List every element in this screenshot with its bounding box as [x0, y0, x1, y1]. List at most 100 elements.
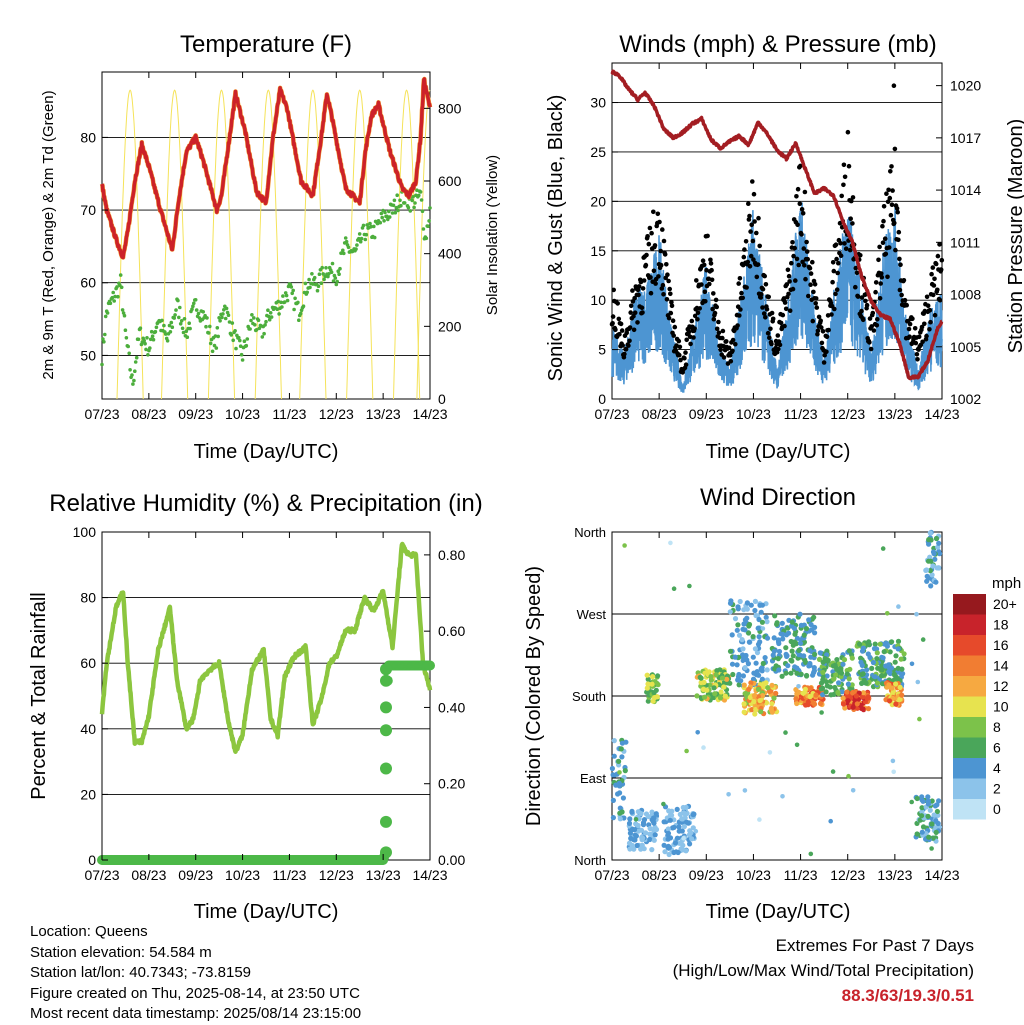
- dewpoint-point: [420, 209, 425, 213]
- gust-point: [869, 324, 874, 329]
- direction-point: [807, 660, 813, 667]
- direction-point: [897, 684, 903, 691]
- dewpoint-point: [402, 201, 407, 205]
- dewpoint-point: [103, 314, 108, 319]
- direction-point: [808, 622, 814, 628]
- direction-point: [844, 689, 850, 695]
- direction-point: [763, 700, 770, 706]
- gust-point: [684, 337, 689, 343]
- dewpoint-point: [126, 344, 130, 349]
- direction-point: [740, 658, 746, 664]
- direction-point: [633, 817, 639, 822]
- gust-point: [742, 247, 747, 252]
- dewpoint-point: [341, 248, 345, 253]
- wind-direction-title: Wind Direction: [700, 484, 856, 511]
- gust-point: [728, 359, 734, 364]
- direction-point: [783, 670, 789, 676]
- gust-point: [901, 278, 907, 283]
- gust-point: [645, 234, 650, 239]
- dewpoint-point: [120, 308, 125, 312]
- gust-series: [609, 83, 945, 375]
- x-tick-label: 12/23: [830, 406, 865, 422]
- gust-point: [699, 282, 704, 287]
- dewpoint-point: [118, 273, 123, 277]
- x-tick-label: 09/23: [689, 406, 724, 422]
- y-tick-label: 10: [590, 292, 606, 308]
- dewpoint-point: [358, 239, 363, 244]
- gust-point: [627, 338, 632, 344]
- gust-point: [787, 308, 793, 314]
- gust-point: [799, 207, 805, 212]
- dewpoint-point: [308, 285, 312, 290]
- dewpoint-point: [144, 347, 148, 352]
- dewpoint-point: [378, 220, 383, 225]
- dewpoint-point: [160, 318, 164, 323]
- gust-point: [697, 306, 702, 311]
- gust-point: [800, 259, 805, 265]
- direction-point: [640, 835, 646, 841]
- gust-point: [746, 217, 752, 222]
- direction-point: [895, 638, 902, 645]
- dewpoint-point: [387, 215, 392, 219]
- gust-point: [770, 316, 776, 322]
- x-tick-label: 14/23: [924, 867, 959, 883]
- direction-point: [890, 758, 896, 764]
- direction-point: [794, 670, 800, 676]
- humidity-panel: Relative Humidity (%) & Precipitation (i…: [28, 490, 483, 923]
- dewpoint-point: [133, 360, 138, 364]
- direction-point: [611, 753, 617, 759]
- direction-point: [744, 615, 750, 621]
- dewpoint-point: [110, 295, 115, 300]
- colorbar-label: 14: [993, 658, 1009, 674]
- gust-point: [838, 241, 843, 246]
- gust-point: [745, 259, 751, 265]
- x-tick-label: 12/23: [319, 867, 354, 883]
- gust-point: [613, 327, 618, 333]
- gust-point: [787, 279, 792, 284]
- gust-point: [885, 274, 890, 280]
- direction-point: [668, 540, 673, 546]
- direction-point: [785, 663, 791, 669]
- x-tick-label: 10/23: [736, 406, 771, 422]
- dewpoint-point: [133, 369, 137, 374]
- dewpoint-point: [290, 291, 295, 296]
- direction-point: [791, 625, 798, 631]
- gust-point: [736, 281, 741, 286]
- y-tick-label: North: [574, 525, 606, 540]
- direction-point: [662, 849, 668, 855]
- gust-point: [834, 256, 839, 262]
- dewpoint-point: [127, 351, 131, 356]
- y-tick-label-right: 1014: [950, 182, 981, 198]
- direction-point: [840, 701, 847, 707]
- gust-point: [677, 344, 683, 350]
- precipitation-series: [97, 660, 435, 865]
- gust-point: [716, 330, 722, 336]
- direction-point: [760, 626, 766, 631]
- direction-point: [864, 667, 870, 673]
- gust-point: [737, 276, 743, 281]
- gust-point: [751, 191, 757, 197]
- gust-point: [703, 299, 708, 304]
- gust-point: [790, 240, 795, 245]
- gust-point: [640, 286, 646, 291]
- dewpoint-point: [354, 247, 358, 251]
- y-tick-label-right: 400: [438, 246, 462, 262]
- direction-point: [708, 674, 714, 680]
- dewpoint-point: [268, 311, 273, 315]
- dewpoint-point: [395, 193, 400, 197]
- x-tick-label: 07/23: [84, 867, 119, 883]
- gust-point: [622, 351, 627, 357]
- colorbar-cell: [953, 594, 986, 615]
- gust-point: [855, 294, 861, 299]
- colorbar-cell: [953, 635, 986, 656]
- direction-point: [927, 530, 933, 536]
- direction-point: [610, 797, 617, 804]
- direction-point: [864, 695, 870, 702]
- dewpoint-point: [281, 294, 285, 298]
- dewpoint-point: [326, 274, 330, 279]
- gust-point: [797, 201, 803, 207]
- direction-point: [776, 648, 783, 655]
- dewpoint-point: [277, 312, 281, 316]
- direction-point: [666, 808, 672, 814]
- dewpoint-point: [303, 281, 308, 286]
